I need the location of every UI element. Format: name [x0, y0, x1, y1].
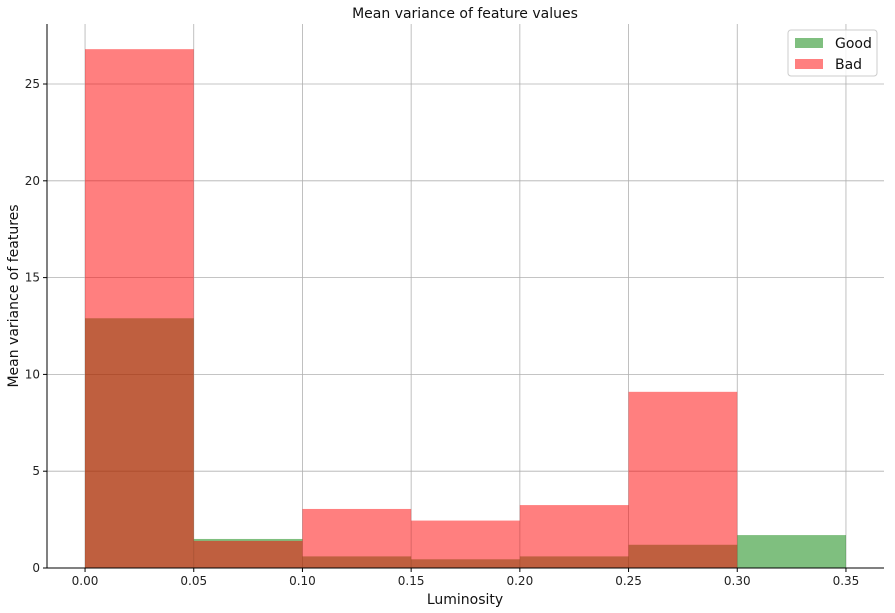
legend-label-bad: Bad	[835, 57, 862, 73]
legend-swatch-bad	[795, 59, 823, 69]
x-tick-label: 0.10	[289, 574, 316, 588]
bar-bad	[519, 505, 629, 568]
chart-title: Mean variance of feature values	[352, 6, 578, 22]
x-tick-label: 0.05	[180, 574, 207, 588]
x-tick-label: 0.35	[833, 574, 860, 588]
y-tick-label: 5	[32, 464, 40, 478]
axes-layer	[46, 24, 884, 569]
legend: Good Bad	[787, 29, 878, 77]
legend-label-good: Good	[835, 36, 872, 52]
y-tick-label: 10	[25, 367, 40, 381]
bar-bad	[193, 540, 303, 568]
x-tick-label: 0.00	[72, 574, 99, 588]
x-tick-label: 0.25	[615, 574, 642, 588]
bars-layer	[85, 49, 846, 569]
bar-bad	[628, 391, 738, 568]
bar-bad	[85, 49, 194, 569]
y-tick-label: 20	[25, 174, 40, 188]
y-axis-label: Mean variance of features	[6, 204, 22, 387]
y-tick-label: 0	[32, 561, 40, 575]
x-tick-label: 0.15	[398, 574, 425, 588]
bar-bad	[302, 508, 412, 568]
legend-swatch-good	[795, 38, 823, 48]
bar-bad	[411, 520, 520, 568]
ticks-layer: 0.00 0.05 0.10 0.15 0.20 0.25 0.30 0.35 0 5 10 15 20…	[25, 77, 860, 588]
y-tick-label: 25	[25, 77, 40, 91]
x-tick-label: 0.20	[506, 574, 533, 588]
x-tick-label: 0.30	[724, 574, 751, 588]
y-tick-label: 15	[25, 271, 40, 285]
bar-good	[737, 535, 846, 568]
x-axis-label: Luminosity	[427, 592, 503, 608]
